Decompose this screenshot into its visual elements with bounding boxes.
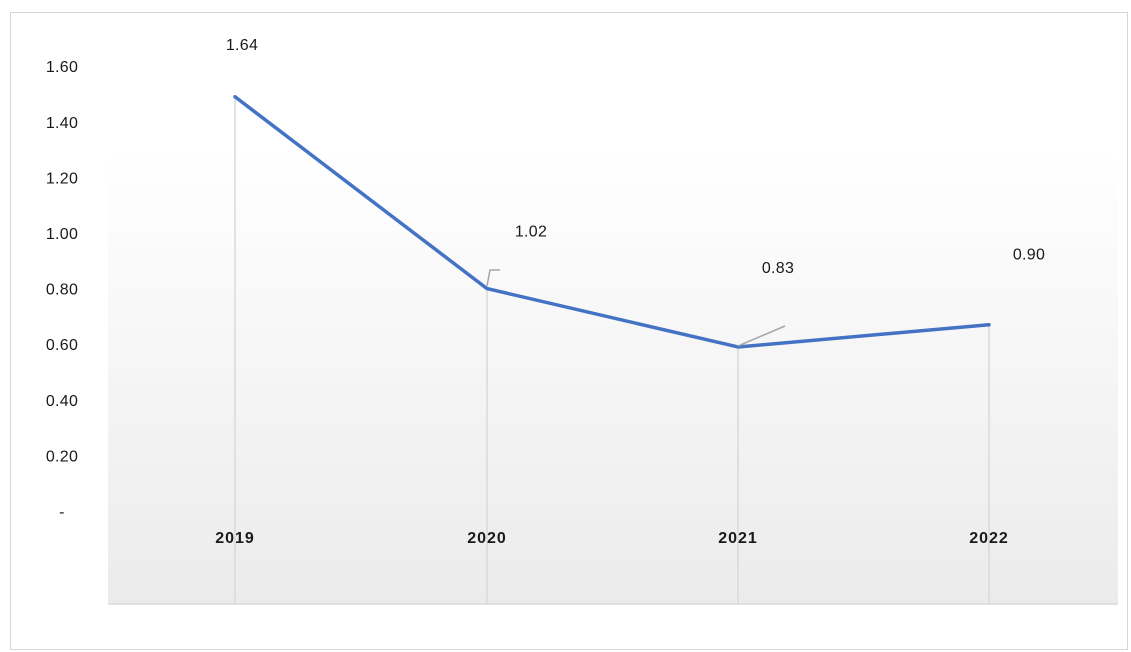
series-line: [233, 95, 991, 349]
leader-lines: [486, 269, 786, 347]
leader-line: [486, 269, 500, 287]
drop-lines: [234, 96, 990, 604]
data-label: 1.64: [226, 37, 258, 54]
y-tick-label: 1.60: [46, 59, 78, 76]
x-tick-label: 2022: [969, 530, 1009, 547]
y-axis-tick-labels: - 0.20 0.40 0.60 0.80 1.00 1.20 1.40 1.60: [46, 59, 78, 521]
series-line-group: [233, 95, 991, 349]
y-tick-label: 0.20: [46, 448, 78, 465]
y-tick-label: 1.00: [46, 226, 78, 243]
data-labels: 1.64 1.02 0.83 0.90: [226, 37, 1045, 277]
plot-background: [108, 150, 1118, 604]
leader-line: [737, 325, 786, 347]
y-tick-label: -: [59, 504, 65, 521]
y-tick-label: 0.80: [46, 282, 78, 299]
x-tick-label: 2020: [467, 530, 507, 547]
data-label: 0.83: [762, 260, 794, 277]
x-tick-label: 2021: [718, 530, 758, 547]
y-tick-label: 1.40: [46, 115, 78, 132]
x-axis-tick-labels: 2019 2020 2021 2022: [215, 530, 1009, 547]
y-tick-label: 0.40: [46, 393, 78, 410]
x-tick-label: 2019: [215, 530, 255, 547]
data-label: 1.02: [515, 224, 547, 241]
y-tick-label: 1.20: [46, 170, 78, 187]
data-label: 0.90: [1013, 247, 1045, 264]
y-tick-label: 0.60: [46, 337, 78, 354]
